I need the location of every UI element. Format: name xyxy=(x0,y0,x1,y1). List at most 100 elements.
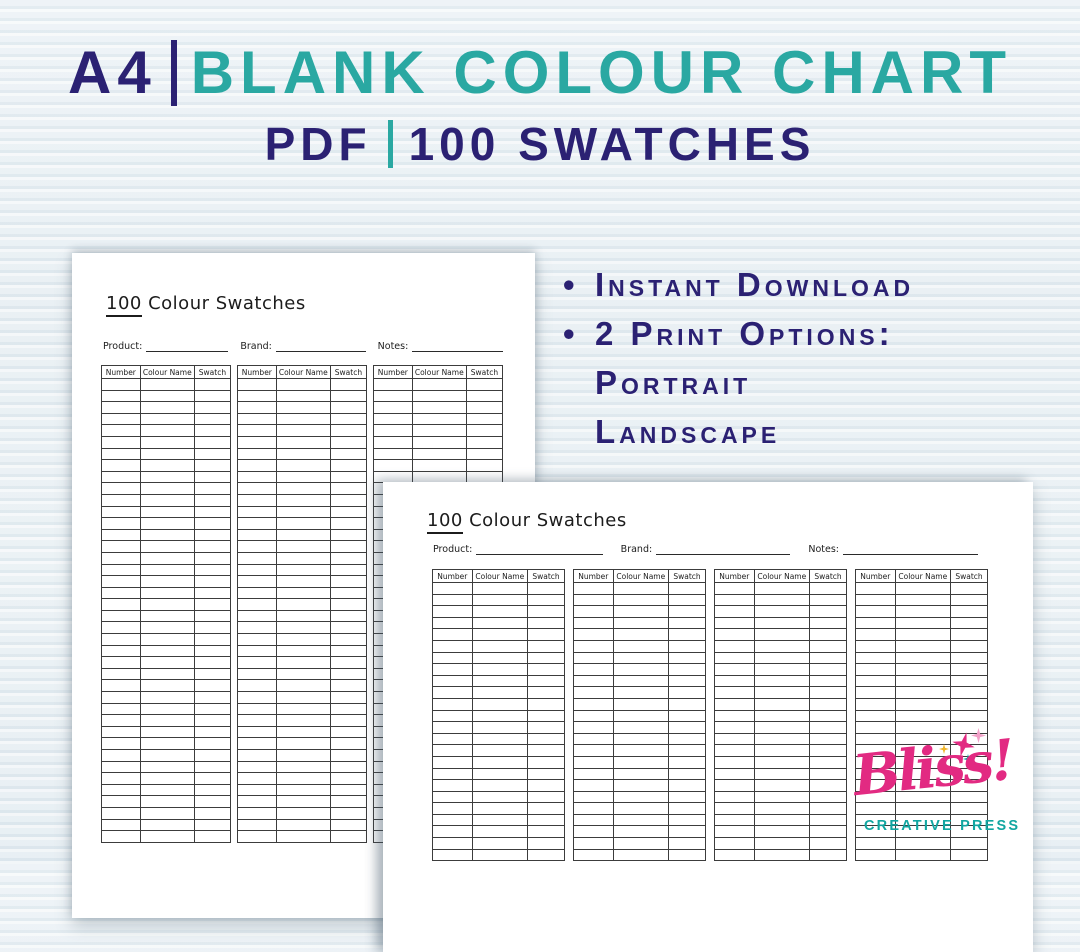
grid-cell xyxy=(275,609,331,623)
table-row xyxy=(237,667,368,681)
grid-cell xyxy=(275,806,331,820)
table-row xyxy=(432,616,565,630)
table-row xyxy=(432,639,565,653)
grid-cell xyxy=(275,412,331,426)
column-header-number: Number xyxy=(101,365,141,379)
table-row xyxy=(855,825,988,839)
grid-cell xyxy=(101,389,141,403)
table-header-row: Number Colour Name Swatch xyxy=(101,365,232,379)
grid-cell xyxy=(894,697,952,711)
grid-cell xyxy=(471,663,529,676)
grid-cell xyxy=(527,697,565,711)
grid-cell xyxy=(465,424,504,437)
grid-cell xyxy=(139,806,195,820)
table-row xyxy=(373,412,504,426)
table-row xyxy=(855,813,988,827)
grid-cell xyxy=(329,517,368,530)
grid-cell xyxy=(329,540,368,553)
grid-cell xyxy=(432,779,473,792)
field-notes: Notes: xyxy=(808,544,979,555)
grid-cell xyxy=(471,674,529,688)
table-row xyxy=(101,714,232,727)
table-row xyxy=(573,790,706,804)
grid-cell xyxy=(329,633,368,646)
grid-cell xyxy=(432,663,473,676)
grid-cell xyxy=(193,644,232,658)
field-label: Brand: xyxy=(620,544,653,555)
grid-cell xyxy=(139,551,195,565)
grid-cell xyxy=(329,760,368,774)
grid-cell xyxy=(612,674,670,688)
grid-cell xyxy=(668,802,706,815)
table-row xyxy=(373,389,504,403)
grid-cell xyxy=(101,702,141,716)
grid-cell xyxy=(432,721,473,734)
grid-cell xyxy=(237,795,277,808)
grid-cell xyxy=(668,721,706,734)
table-row xyxy=(573,732,706,746)
swatch-tables-group: Number Colour Name Swatch Number Colour Name… xyxy=(101,365,504,843)
field-blank-line xyxy=(842,544,979,555)
grid-cell xyxy=(573,628,614,641)
table-row xyxy=(855,686,988,699)
table-row xyxy=(101,830,232,843)
grid-cell xyxy=(275,424,331,437)
grid-cell xyxy=(275,505,331,519)
grid-cell xyxy=(237,691,277,704)
grid-cell xyxy=(527,802,565,815)
grid-cell xyxy=(139,644,195,658)
grid-cell xyxy=(668,663,706,676)
grid-cell xyxy=(809,813,847,827)
grid-cell xyxy=(193,459,232,472)
grid-cell xyxy=(193,435,232,449)
grid-cell xyxy=(894,848,952,862)
column-header-colour-name: Colour Name xyxy=(471,569,529,583)
grid-cell xyxy=(101,714,141,727)
grid-cell xyxy=(894,582,952,595)
logo-name: Bliss! xyxy=(849,726,1016,810)
grid-cell xyxy=(714,582,755,595)
grid-cell xyxy=(193,714,232,727)
logo-subtitle: CREATIVE PRESS xyxy=(864,818,1021,834)
table-row xyxy=(101,667,232,681)
grid-cell xyxy=(275,378,331,391)
grid-cell xyxy=(950,848,988,862)
column-header-number: Number xyxy=(714,569,755,583)
headline-filetype: PDF xyxy=(264,118,372,170)
swatch-table: Number Colour Name Swatch xyxy=(855,569,988,862)
grid-cell xyxy=(329,389,368,403)
grid-cell xyxy=(668,790,706,804)
grid-cell xyxy=(193,691,232,704)
table-row xyxy=(101,586,232,600)
feature-text: Instant Download xyxy=(595,266,915,303)
grid-cell xyxy=(573,616,614,630)
grid-cell xyxy=(573,686,614,699)
table-row xyxy=(101,749,232,762)
grid-cell xyxy=(527,628,565,641)
grid-cell xyxy=(855,639,896,653)
grid-cell xyxy=(193,551,232,565)
table-row xyxy=(101,806,232,820)
column-header-number: Number xyxy=(855,569,896,583)
grid-cell xyxy=(612,790,670,804)
grid-cell xyxy=(411,412,467,426)
swatch-table: Number Colour Name Swatch xyxy=(237,365,368,843)
grid-cell xyxy=(432,616,473,630)
grid-cell xyxy=(612,605,670,618)
grid-cell xyxy=(573,605,614,618)
feature-text: 2 Print Options: xyxy=(595,315,894,352)
grid-cell xyxy=(668,767,706,781)
grid-cell xyxy=(612,582,670,595)
grid-cell xyxy=(714,605,755,618)
grid-cell xyxy=(527,790,565,804)
grid-cell xyxy=(275,598,331,611)
field-brand: Brand: xyxy=(621,544,791,555)
grid-cell xyxy=(101,830,141,843)
grid-cell xyxy=(950,605,988,618)
grid-cell xyxy=(329,795,368,808)
grid-cell xyxy=(139,447,195,461)
grid-cell xyxy=(329,667,368,681)
grid-cell xyxy=(527,848,565,862)
grid-cell xyxy=(714,686,755,699)
grid-cell xyxy=(950,663,988,676)
